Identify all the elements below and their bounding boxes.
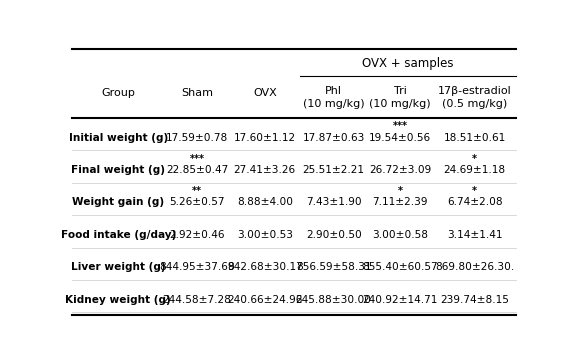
Text: Phl: Phl <box>325 86 342 96</box>
Text: (0.5 mg/kg): (0.5 mg/kg) <box>442 99 507 109</box>
Text: 7.11±2.39: 7.11±2.39 <box>372 197 428 207</box>
Text: 5.26±0.57: 5.26±0.57 <box>170 197 225 207</box>
Text: 869.80±26.30.: 869.80±26.30. <box>435 262 514 272</box>
Text: 856.59±58.31: 856.59±58.31 <box>296 262 371 272</box>
Text: ***: *** <box>190 154 205 164</box>
Text: (10 mg/kg): (10 mg/kg) <box>303 99 364 109</box>
Text: *: * <box>472 154 477 164</box>
Text: Tri: Tri <box>394 86 407 96</box>
Text: 240.66±24.96: 240.66±24.96 <box>227 295 303 305</box>
Text: 27.41±3.26: 27.41±3.26 <box>234 165 296 175</box>
Text: Final weight (g): Final weight (g) <box>71 165 165 175</box>
Text: 3.00±0.58: 3.00±0.58 <box>372 230 428 240</box>
Text: 245.88±30.00: 245.88±30.00 <box>296 295 372 305</box>
Text: 17β-estradiol: 17β-estradiol <box>438 86 512 96</box>
Text: 2.92±0.46: 2.92±0.46 <box>170 230 225 240</box>
Text: 22.85±0.47: 22.85±0.47 <box>166 165 228 175</box>
Text: Food intake (g/day): Food intake (g/day) <box>61 230 176 240</box>
Text: (10 mg/kg): (10 mg/kg) <box>370 99 431 109</box>
Text: 8.88±4.00: 8.88±4.00 <box>237 197 293 207</box>
Text: 842.68±30.17: 842.68±30.17 <box>227 262 303 272</box>
Text: **: ** <box>192 186 202 196</box>
Text: 25.51±2.21: 25.51±2.21 <box>303 165 364 175</box>
Text: 239.74±8.15: 239.74±8.15 <box>440 295 509 305</box>
Text: 17.60±1.12: 17.60±1.12 <box>234 132 296 142</box>
Text: *: * <box>398 186 403 196</box>
Text: OVX + samples: OVX + samples <box>362 58 454 70</box>
Text: 3.00±0.53: 3.00±0.53 <box>237 230 293 240</box>
Text: 2.90±0.50: 2.90±0.50 <box>306 230 362 240</box>
Text: OVX: OVX <box>253 88 277 98</box>
Text: 17.59±0.78: 17.59±0.78 <box>166 132 228 142</box>
Text: 7.43±1.90: 7.43±1.90 <box>306 197 362 207</box>
Text: 3.14±1.41: 3.14±1.41 <box>447 230 503 240</box>
Text: 26.72±3.09: 26.72±3.09 <box>369 165 431 175</box>
Text: Kidney weight (g): Kidney weight (g) <box>65 295 171 305</box>
Text: Initial weight (g): Initial weight (g) <box>69 132 168 142</box>
Text: 18.51±0.61: 18.51±0.61 <box>444 132 506 142</box>
Text: Group: Group <box>101 88 135 98</box>
Text: 24.69±1.18: 24.69±1.18 <box>444 165 506 175</box>
Text: 844.95±37.69: 844.95±37.69 <box>159 262 235 272</box>
Text: 855.40±60.57: 855.40±60.57 <box>363 262 438 272</box>
Text: ***: *** <box>393 121 408 131</box>
Text: Sham: Sham <box>181 88 213 98</box>
Text: *: * <box>472 186 477 196</box>
Text: 17.87±0.63: 17.87±0.63 <box>303 132 365 142</box>
Text: 240.92±14.71: 240.92±14.71 <box>363 295 438 305</box>
Text: 19.54±0.56: 19.54±0.56 <box>369 132 431 142</box>
Text: Liver weight (g): Liver weight (g) <box>71 262 166 272</box>
Text: Weight gain (g): Weight gain (g) <box>72 197 164 207</box>
Text: 6.74±2.08: 6.74±2.08 <box>447 197 503 207</box>
Text: 244.58±7.28: 244.58±7.28 <box>163 295 231 305</box>
